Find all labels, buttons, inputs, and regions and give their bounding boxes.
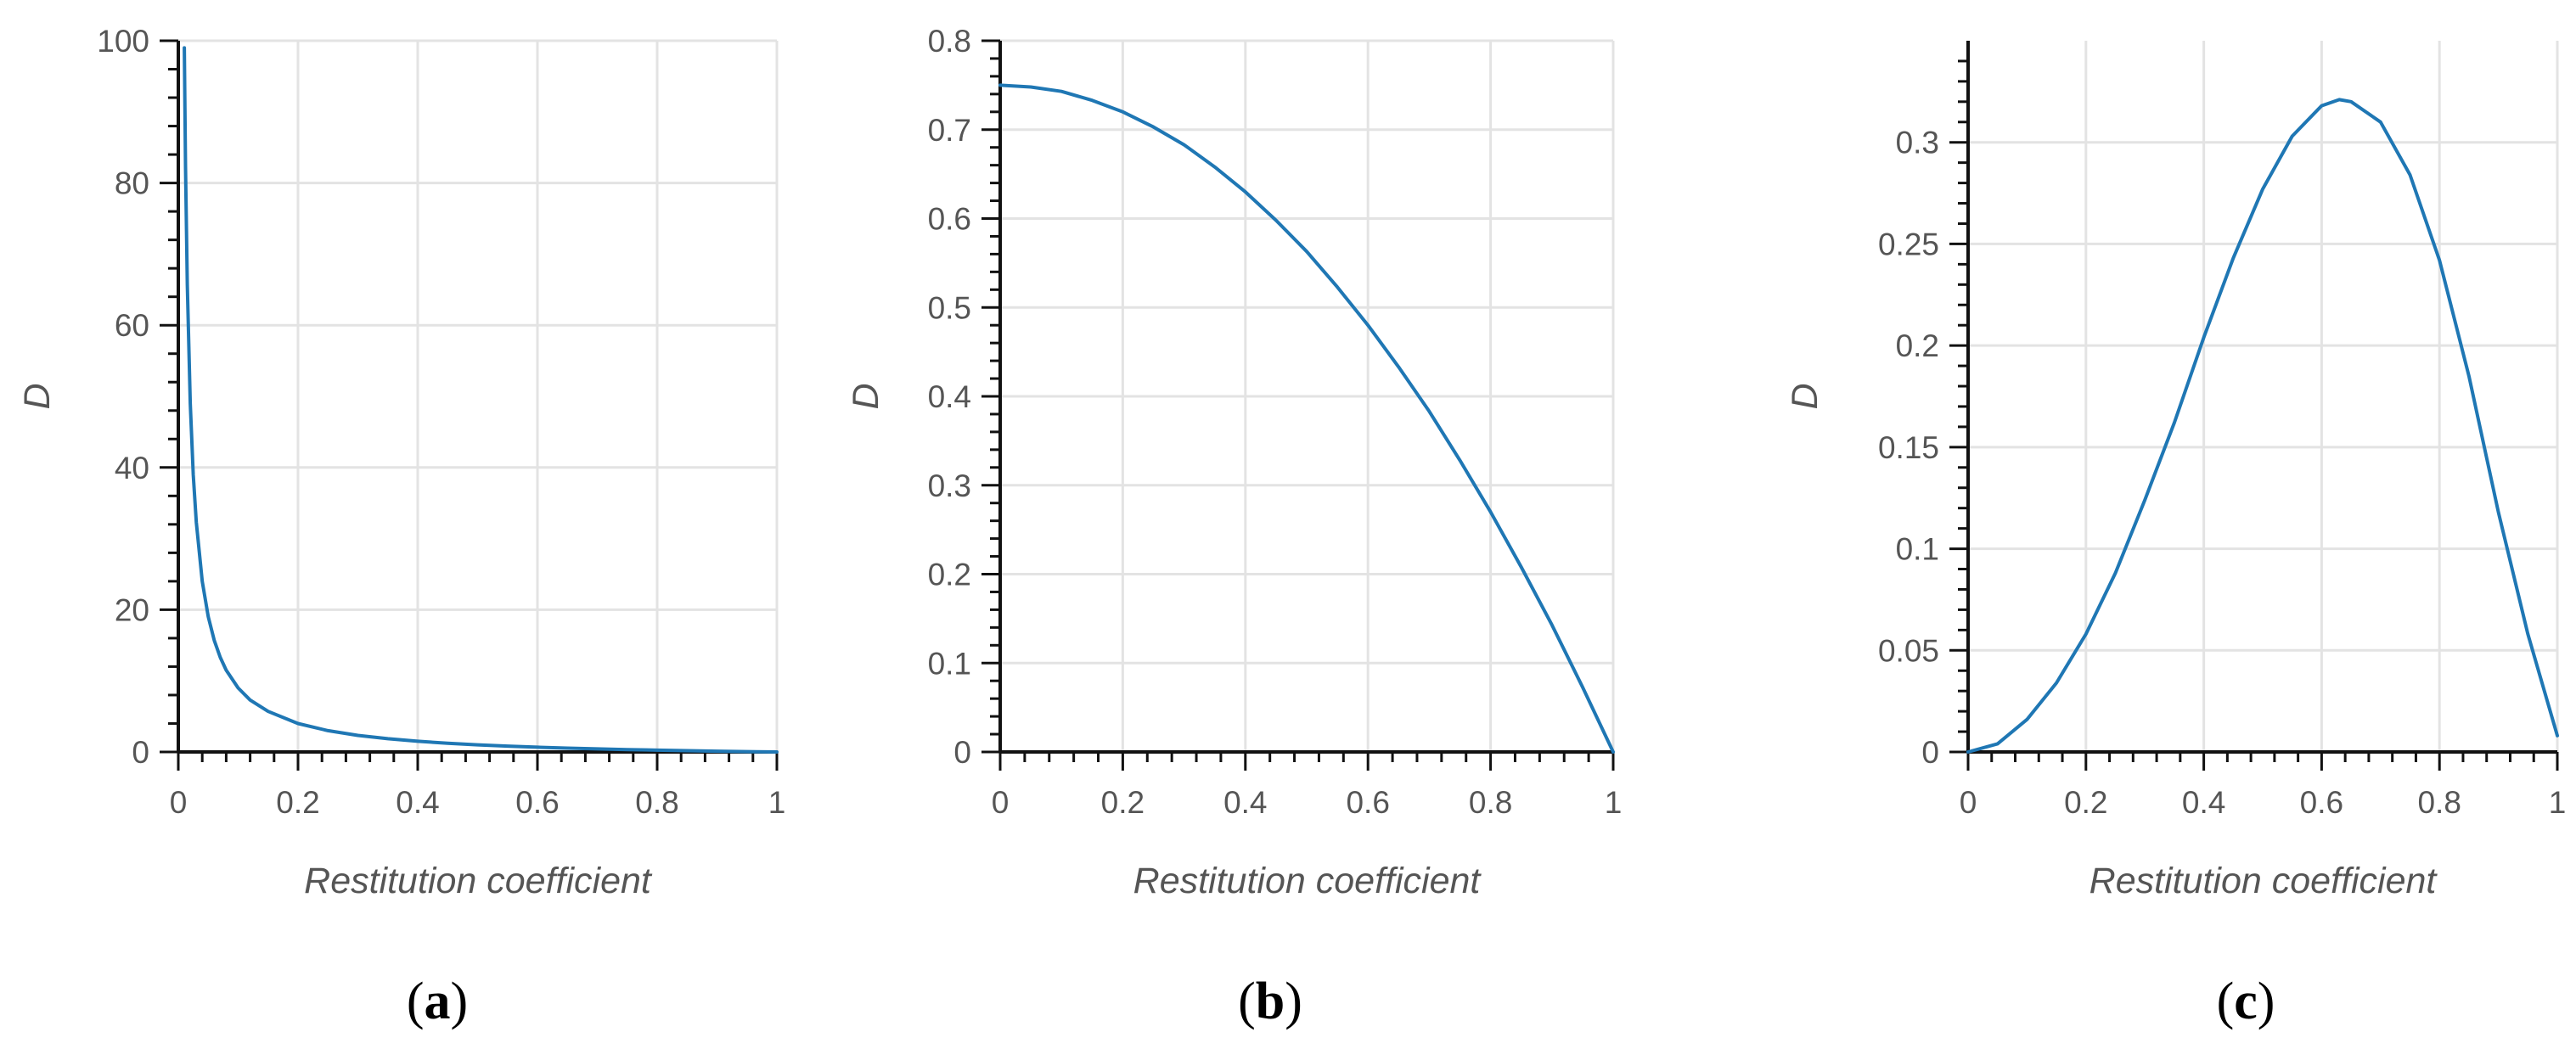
x-axis-label: Restitution coefficient <box>304 861 653 901</box>
y-tick-label: 0.05 <box>1878 633 1939 668</box>
y-tick-label: 0.15 <box>1878 430 1939 465</box>
series-line <box>998 83 1615 754</box>
x-tick-label: 1 <box>2549 785 2567 820</box>
y-tick-label: 0.3 <box>1896 126 1939 160</box>
y-tick-label: 0.3 <box>928 468 971 503</box>
y-tick-label: 80 <box>115 166 149 201</box>
chart-panel-a: 0 0.2 0.4 0.6 0.8 1 0 20 40 60 80 100 Restitution co… <box>17 24 785 1030</box>
y-tick-label: 0.7 <box>928 113 971 148</box>
y-tick-label: 0 <box>953 735 971 770</box>
y-tick-label: 0.2 <box>1896 328 1939 363</box>
x-tick-label: 0.8 <box>2417 785 2461 820</box>
x-tick-label: 0.8 <box>1469 785 1512 820</box>
x-tick-label: 0.4 <box>2182 785 2225 820</box>
y-tick-label: 100 <box>97 24 149 59</box>
panel-caption: (b) <box>1238 973 1302 1030</box>
panel-caption: (c) <box>2217 973 2275 1030</box>
y-tick-label: 0 <box>1921 735 1939 770</box>
x-tick-label: 0 <box>1960 785 1977 820</box>
y-tick-label: 0.4 <box>928 379 971 414</box>
series-line <box>1966 98 2559 754</box>
x-tick-label: 1 <box>1605 785 1623 820</box>
x-tick-label: 0.2 <box>1101 785 1145 820</box>
chart-panel-b: 0 0.2 0.4 0.6 0.8 1 0 0.1 0.2 0.3 0.4 0.5 0.6 0.7 0.8 R… <box>846 24 1622 1030</box>
x-tick-label: 0.6 <box>515 785 559 820</box>
y-tick-label: 0.2 <box>928 558 971 592</box>
y-tick-label: 0 <box>132 735 149 770</box>
x-tick-label: 0.4 <box>396 785 439 820</box>
y-tick-label: 60 <box>115 308 149 343</box>
x-tick-label: 0 <box>170 785 188 820</box>
x-tick-label: 0 <box>992 785 1010 820</box>
x-tick-label: 1 <box>768 785 786 820</box>
chart-panel-c: 0 0.2 0.4 0.6 0.8 1 0 0.05 0.1 0.15 0.2 0.25 0.3 Rest… <box>1785 41 2566 1030</box>
y-axis-label: D <box>17 383 58 409</box>
y-tick-label: 0.6 <box>928 202 971 237</box>
x-tick-label: 0.2 <box>2064 785 2107 820</box>
y-tick-label: 0.25 <box>1878 227 1939 261</box>
panel-caption: (a) <box>407 973 468 1030</box>
x-tick-label: 0.6 <box>1346 785 1389 820</box>
y-tick-label: 20 <box>115 592 149 627</box>
x-tick-label: 0.4 <box>1223 785 1267 820</box>
y-tick-label: 40 <box>115 451 149 485</box>
y-axis-label: D <box>1785 383 1825 409</box>
y-tick-label: 0.1 <box>928 646 971 681</box>
series-line <box>183 46 779 754</box>
y-tick-label: 0.1 <box>1896 532 1939 567</box>
y-axis-label: D <box>846 383 886 409</box>
x-axis-label: Restitution coefficient <box>1133 861 1482 901</box>
y-tick-label: 0.8 <box>928 24 971 59</box>
x-tick-label: 0.8 <box>635 785 678 820</box>
y-tick-label: 0.5 <box>928 290 971 325</box>
x-tick-label: 0.2 <box>276 785 319 820</box>
x-axis-label: Restitution coefficient <box>2089 861 2438 901</box>
x-tick-label: 0.6 <box>2300 785 2343 820</box>
